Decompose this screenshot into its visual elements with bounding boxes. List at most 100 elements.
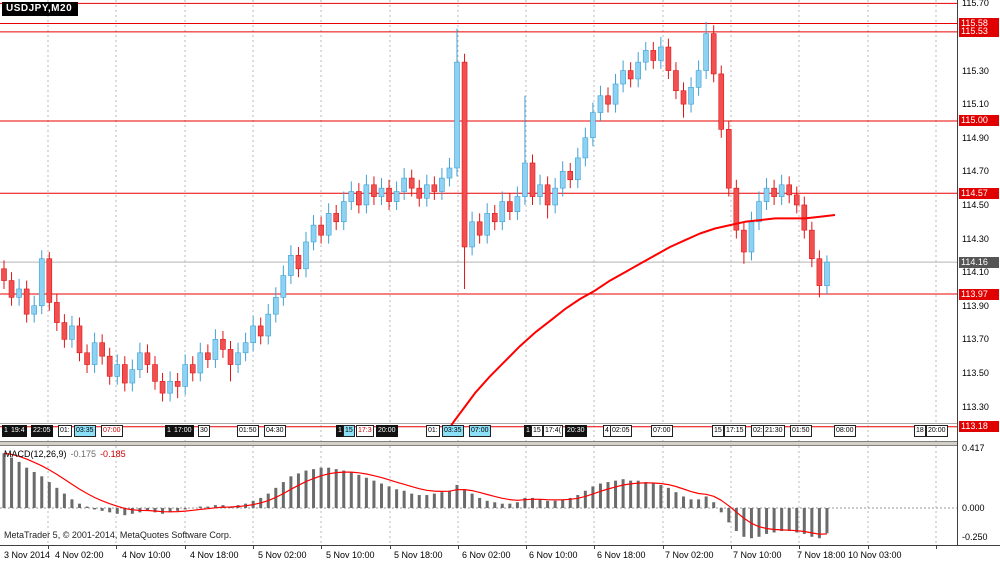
event-tag[interactable]: 15 [531, 425, 543, 437]
event-tag[interactable]: 17:4( [543, 425, 563, 437]
event-tag[interactable]: 01: [58, 425, 72, 437]
candle-body [703, 33, 709, 71]
candle-body [16, 288, 22, 298]
candle-body [182, 364, 188, 387]
candle-body [227, 349, 234, 365]
price-axis[interactable]: 115.70 115.30 115.10 114.90 114.70 114.50 114.… [957, 0, 1000, 545]
candle-body [476, 221, 483, 236]
price-tick-label: 113.90 [962, 300, 989, 311]
event-tag[interactable]: 07:00 [651, 425, 673, 437]
candle-body [605, 95, 611, 105]
price-level-badge[interactable]: 113.97 [959, 288, 999, 300]
time-axis-label: 5 Nov 10:00 [326, 550, 375, 560]
candle-body [756, 201, 762, 223]
event-tag[interactable]: 07:00 [101, 425, 123, 437]
price-level-badge[interactable]: 115.53 [959, 26, 999, 38]
event-tag[interactable]: 02:05 [610, 425, 632, 437]
event-tag[interactable]: 15 [712, 425, 724, 437]
candle-body [733, 187, 740, 231]
price-tick-label: 113.30 [962, 401, 989, 412]
candle-body [340, 201, 347, 223]
candle-body [91, 342, 98, 365]
event-tag[interactable]: 17:15 [724, 425, 746, 437]
event-tag[interactable]: 15 [343, 425, 355, 437]
time-tick [48, 546, 49, 549]
event-tag[interactable]: 19:4 [9, 425, 27, 437]
candle-body [288, 255, 294, 276]
candle-body [627, 70, 634, 80]
event-tag[interactable]: 04:30 [264, 425, 286, 437]
candle-body [680, 90, 687, 105]
candle-body [718, 73, 725, 130]
macd-indicator-label: MACD(12,26,9) -0.175 -0.185 [4, 449, 126, 459]
panel-splitter[interactable] [0, 441, 1000, 446]
candle-body [650, 50, 657, 61]
event-tag[interactable]: 21:30 [763, 425, 785, 437]
macd-axis-label: -0.250 [962, 532, 988, 542]
candle-body [401, 177, 407, 192]
candle-body [152, 364, 158, 382]
candle-body [386, 187, 392, 202]
candle-body [76, 325, 83, 354]
candle-body [816, 258, 823, 286]
candle-body [303, 241, 309, 270]
candle-body [54, 302, 60, 323]
time-axis[interactable]: 3 Nov 2014 4 Nov 02:00 4 Nov 10:00 4 Nov 18… [0, 545, 1000, 567]
event-tag[interactable]: 22:05 [31, 425, 53, 437]
time-axis-label: 4 Nov 02:00 [55, 550, 104, 560]
event-tag[interactable]: 17:00 [172, 425, 194, 437]
event-tag[interactable]: 01:50 [237, 425, 259, 437]
candle-body [567, 171, 574, 181]
ma-line[interactable] [447, 214, 836, 431]
macd-canvas[interactable] [0, 446, 957, 545]
time-tick [936, 546, 937, 549]
price-level-badge[interactable]: 115.58 [959, 18, 999, 30]
event-tag[interactable]: 08:00 [834, 425, 856, 437]
candlestick-canvas[interactable] [0, 0, 957, 441]
candle-body [431, 184, 438, 192]
event-tag[interactable]: 20:30 [565, 425, 587, 437]
candle-body [144, 352, 151, 365]
candle-body [325, 213, 332, 236]
candle-body [318, 224, 324, 236]
candle-body [99, 342, 105, 357]
event-tag[interactable]: 20:00 [926, 425, 948, 437]
event-tag[interactable]: 18 [914, 425, 926, 437]
event-tag[interactable]: 07:00 [469, 425, 491, 437]
candle-body [642, 50, 649, 63]
candle-body [333, 213, 340, 223]
time-tick [594, 546, 595, 549]
event-tag[interactable]: 03:35 [74, 425, 96, 437]
candle-body [159, 381, 166, 394]
event-tag[interactable]: 17:3 [356, 425, 374, 437]
candle-body [620, 70, 626, 85]
time-axis-label: 5 Nov 18:00 [394, 550, 443, 560]
time-axis-label: 6 Nov 10:00 [529, 550, 578, 560]
macd-axis-label: 0.000 [962, 503, 985, 513]
candle-body [137, 352, 143, 370]
price-tick-label: 113.50 [962, 367, 989, 378]
price-level-badge[interactable]: 115.00 [959, 115, 999, 127]
time-tick [116, 546, 117, 549]
price-level-badge[interactable]: 114.57 [959, 187, 999, 199]
event-tag[interactable]: 03:35 [442, 425, 464, 437]
candle-body [725, 129, 732, 189]
macd-signal-line [3, 452, 827, 535]
candle-body [824, 261, 830, 286]
event-tag[interactable]: 01: [426, 425, 440, 437]
candle-body [257, 325, 264, 337]
candle-body [84, 352, 90, 365]
time-tick [799, 546, 800, 549]
event-tag[interactable]: 30 [198, 425, 210, 437]
price-tick-label: 114.50 [962, 199, 989, 210]
candle-body [8, 280, 15, 298]
candle-body [106, 355, 113, 377]
candle-body [658, 46, 664, 61]
event-tag[interactable]: 20:00 [376, 425, 398, 437]
candle-body [484, 213, 491, 236]
price-level-badge[interactable]: 113.18 [959, 421, 999, 433]
event-tag[interactable]: 01:50 [790, 425, 812, 437]
macd-panel[interactable] [0, 446, 957, 545]
price-chart[interactable] [0, 0, 957, 441]
